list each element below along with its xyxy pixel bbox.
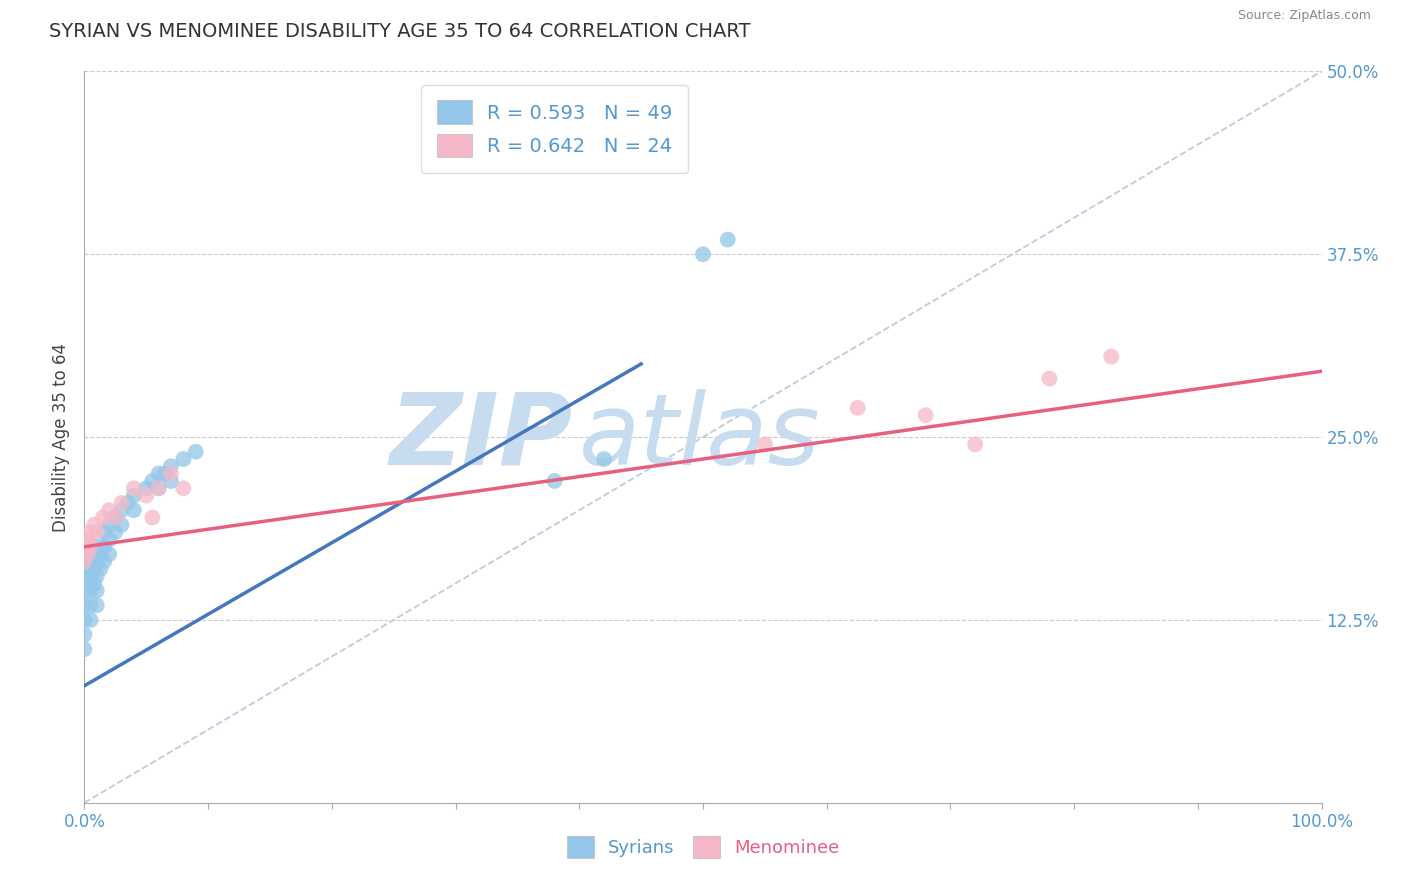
Point [77, 533, 100, 547]
Point [73, 627, 96, 641]
Point [110, 496, 132, 510]
Point [148, 481, 170, 495]
Text: atlas: atlas [579, 389, 821, 485]
Point [73, 554, 96, 568]
Point [73, 613, 96, 627]
Point [73, 642, 96, 657]
Point [86, 599, 108, 613]
Point [110, 503, 132, 517]
Point [754, 437, 776, 451]
Point [73, 599, 96, 613]
Point [79, 540, 101, 554]
Text: Source: ZipAtlas.com: Source: ZipAtlas.com [1237, 9, 1371, 22]
Point [692, 247, 714, 261]
Point [110, 517, 132, 532]
Point [93, 554, 115, 568]
Point [93, 525, 115, 540]
Point [83, 547, 105, 561]
Y-axis label: Disability Age 35 to 64: Disability Age 35 to 64 [52, 343, 70, 532]
Point [172, 481, 194, 495]
Legend: Syrians, Menominee: Syrians, Menominee [558, 827, 848, 867]
Point [89, 562, 111, 576]
Point [135, 489, 157, 503]
Point [98, 547, 121, 561]
Point [160, 459, 183, 474]
Point [91, 510, 114, 524]
Point [717, 233, 740, 247]
Point [160, 474, 183, 488]
Point [73, 562, 96, 576]
Point [141, 510, 163, 524]
Text: ZIP: ZIP [389, 389, 574, 485]
Point [73, 583, 96, 598]
Point [148, 467, 170, 481]
Point [86, 525, 108, 540]
Point [1099, 350, 1122, 364]
Point [117, 496, 139, 510]
Point [79, 569, 101, 583]
Point [86, 583, 108, 598]
Point [79, 525, 101, 540]
Point [79, 554, 101, 568]
Point [98, 533, 121, 547]
Point [122, 503, 145, 517]
Point [122, 489, 145, 503]
Point [160, 467, 183, 481]
Point [1038, 371, 1060, 385]
Point [135, 481, 157, 495]
Point [104, 525, 127, 540]
Point [86, 554, 108, 568]
Point [73, 540, 96, 554]
Point [86, 569, 108, 583]
Point [73, 569, 96, 583]
Point [79, 540, 101, 554]
Point [83, 517, 105, 532]
Point [104, 510, 127, 524]
Point [83, 576, 105, 591]
Point [98, 517, 121, 532]
Point [86, 540, 108, 554]
Point [104, 510, 127, 524]
Point [122, 481, 145, 495]
Point [593, 452, 616, 467]
Point [172, 452, 194, 467]
Point [153, 467, 176, 481]
Point [98, 503, 121, 517]
Text: SYRIAN VS MENOMINEE DISABILITY AGE 35 TO 64 CORRELATION CHART: SYRIAN VS MENOMINEE DISABILITY AGE 35 TO… [49, 22, 751, 41]
Point [914, 408, 936, 422]
Point [93, 540, 115, 554]
Point [141, 474, 163, 488]
Point [77, 547, 100, 561]
Point [184, 444, 207, 458]
Point [89, 547, 111, 561]
Point [148, 481, 170, 495]
Point [846, 401, 869, 415]
Point [79, 599, 101, 613]
Point [543, 474, 565, 488]
Point [79, 583, 101, 598]
Point [965, 437, 987, 451]
Point [83, 562, 105, 576]
Point [79, 613, 101, 627]
